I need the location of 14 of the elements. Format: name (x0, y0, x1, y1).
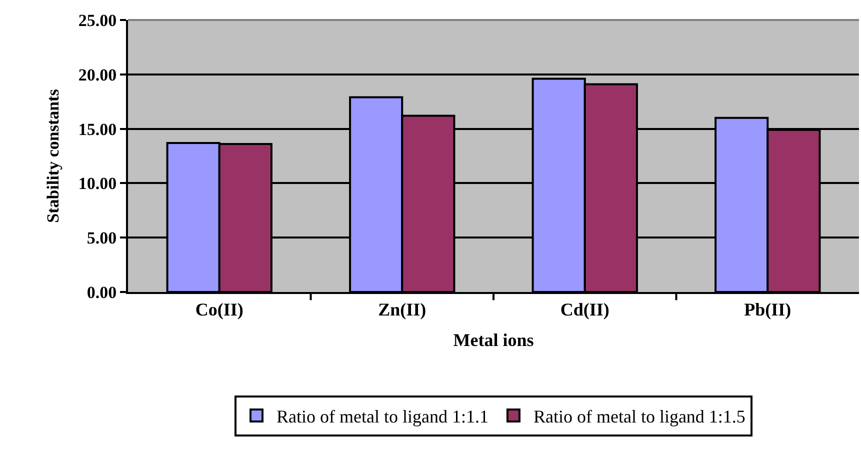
x-tick-label: Zn(II) (378, 300, 426, 320)
y-tick-label: 25.00 (78, 10, 117, 30)
x-tick-label: Cd(II) (560, 300, 610, 320)
y-tick-label: 5.00 (86, 228, 117, 248)
x-axis-title: Metal ions (453, 330, 534, 350)
legend-label: Ratio of metal to ligand 1:1.1 (276, 406, 488, 427)
y-axis-title: Stability constants (43, 88, 62, 223)
y-tick-label: 10.00 (78, 174, 117, 194)
y-tick-label: 0.00 (86, 282, 117, 302)
legend-label: Ratio of metal to ligand 1:1.5 (533, 406, 746, 427)
x-tick-label: Co(II) (195, 300, 244, 320)
x-tick-label: Pb(II) (744, 300, 792, 320)
y-tick-label: 15.00 (78, 120, 117, 139)
y-tick-label: 20.00 (78, 65, 117, 84)
